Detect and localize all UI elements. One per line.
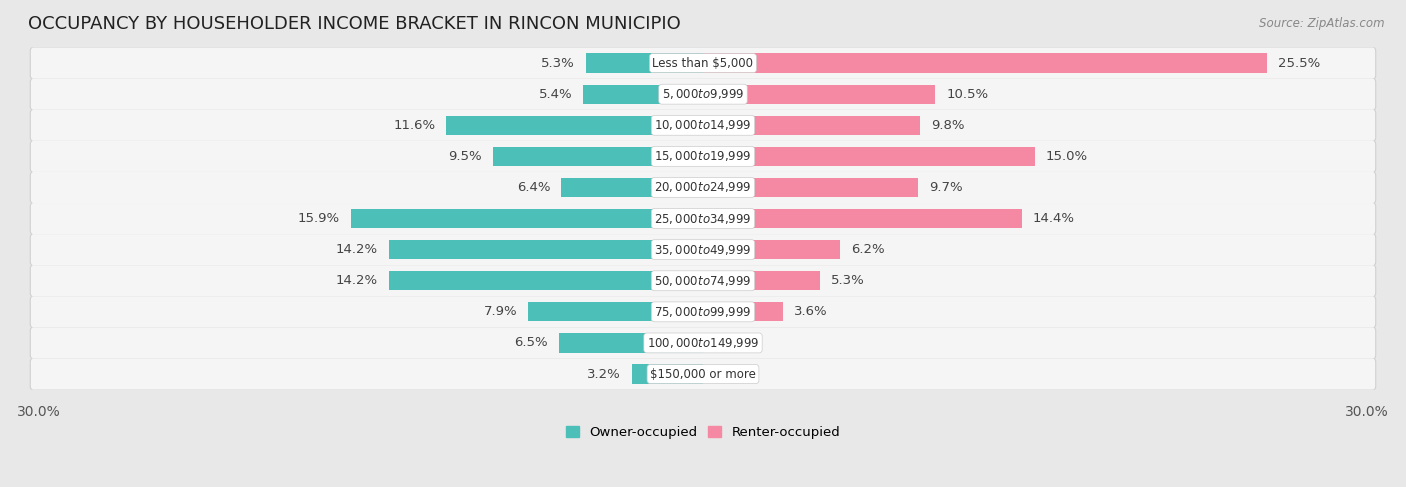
Text: 14.2%: 14.2% [336, 274, 378, 287]
Text: 5.3%: 5.3% [831, 274, 865, 287]
FancyBboxPatch shape [31, 234, 1375, 265]
Bar [703, 115, 920, 135]
Text: 9.7%: 9.7% [929, 181, 962, 194]
Bar [703, 85, 935, 104]
Bar [703, 209, 1022, 228]
Text: Source: ZipAtlas.com: Source: ZipAtlas.com [1260, 17, 1385, 30]
Text: Less than $5,000: Less than $5,000 [652, 56, 754, 70]
Bar [586, 54, 703, 73]
Text: 25.5%: 25.5% [1278, 56, 1320, 70]
FancyBboxPatch shape [30, 234, 1376, 265]
FancyBboxPatch shape [31, 327, 1375, 358]
Bar [352, 209, 703, 228]
Bar [388, 271, 703, 290]
Text: $15,000 to $19,999: $15,000 to $19,999 [654, 150, 752, 163]
Legend: Owner-occupied, Renter-occupied: Owner-occupied, Renter-occupied [560, 420, 846, 444]
FancyBboxPatch shape [31, 78, 1375, 110]
Text: 3.6%: 3.6% [794, 305, 827, 318]
Text: 14.2%: 14.2% [336, 243, 378, 256]
Bar [703, 54, 1267, 73]
FancyBboxPatch shape [30, 265, 1376, 297]
FancyBboxPatch shape [31, 358, 1375, 390]
Bar [703, 271, 820, 290]
Text: 15.9%: 15.9% [298, 212, 340, 225]
Text: 5.4%: 5.4% [538, 88, 572, 101]
Bar [529, 302, 703, 321]
Bar [703, 178, 918, 197]
Text: 6.4%: 6.4% [517, 181, 550, 194]
FancyBboxPatch shape [31, 141, 1375, 172]
Text: $20,000 to $24,999: $20,000 to $24,999 [654, 181, 752, 194]
Text: 7.9%: 7.9% [484, 305, 517, 318]
FancyBboxPatch shape [31, 296, 1375, 327]
Text: $5,000 to $9,999: $5,000 to $9,999 [662, 87, 744, 101]
FancyBboxPatch shape [31, 110, 1375, 141]
Text: $35,000 to $49,999: $35,000 to $49,999 [654, 243, 752, 257]
Text: 0.0%: 0.0% [714, 368, 748, 380]
FancyBboxPatch shape [30, 141, 1376, 172]
Bar [583, 85, 703, 104]
Bar [561, 178, 703, 197]
Text: $150,000 or more: $150,000 or more [650, 368, 756, 380]
FancyBboxPatch shape [31, 203, 1375, 234]
FancyBboxPatch shape [31, 265, 1375, 296]
Text: $25,000 to $34,999: $25,000 to $34,999 [654, 211, 752, 225]
Text: 15.0%: 15.0% [1046, 150, 1088, 163]
Text: 9.5%: 9.5% [449, 150, 482, 163]
Bar [388, 240, 703, 259]
FancyBboxPatch shape [30, 47, 1376, 79]
Text: 0.0%: 0.0% [714, 337, 748, 350]
FancyBboxPatch shape [30, 358, 1376, 390]
Bar [703, 240, 841, 259]
FancyBboxPatch shape [31, 172, 1375, 203]
FancyBboxPatch shape [31, 48, 1375, 78]
Text: 3.2%: 3.2% [588, 368, 621, 380]
Text: 6.2%: 6.2% [851, 243, 884, 256]
Bar [633, 364, 703, 384]
Text: 10.5%: 10.5% [946, 88, 988, 101]
FancyBboxPatch shape [30, 203, 1376, 234]
Bar [492, 147, 703, 166]
Text: 9.8%: 9.8% [931, 119, 965, 132]
FancyBboxPatch shape [30, 296, 1376, 328]
Bar [703, 302, 783, 321]
Bar [703, 147, 1035, 166]
Text: 14.4%: 14.4% [1033, 212, 1074, 225]
Text: $75,000 to $99,999: $75,000 to $99,999 [654, 305, 752, 319]
FancyBboxPatch shape [30, 78, 1376, 110]
FancyBboxPatch shape [30, 110, 1376, 141]
Text: OCCUPANCY BY HOUSEHOLDER INCOME BRACKET IN RINCON MUNICIPIO: OCCUPANCY BY HOUSEHOLDER INCOME BRACKET … [28, 15, 681, 33]
FancyBboxPatch shape [30, 171, 1376, 204]
Text: $100,000 to $149,999: $100,000 to $149,999 [647, 336, 759, 350]
FancyBboxPatch shape [30, 327, 1376, 359]
Bar [560, 333, 703, 353]
Text: 5.3%: 5.3% [541, 56, 575, 70]
Text: $50,000 to $74,999: $50,000 to $74,999 [654, 274, 752, 288]
Text: 6.5%: 6.5% [515, 337, 548, 350]
Bar [446, 115, 703, 135]
Text: 11.6%: 11.6% [394, 119, 436, 132]
Text: $10,000 to $14,999: $10,000 to $14,999 [654, 118, 752, 132]
